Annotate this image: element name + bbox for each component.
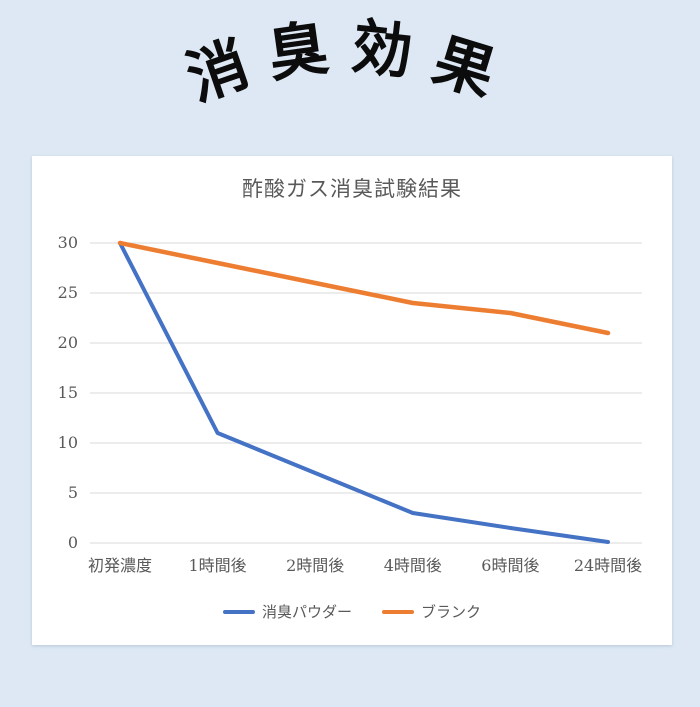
legend-line-swatch: [382, 609, 414, 614]
y-axis-tick-label: 5: [68, 483, 78, 502]
line-chart-plot-area: 0 5 10 15 20 25 30 初発濃度 1時間後 2時間後 4時間後 6時間後 24時間後: [58, 233, 643, 575]
y-axis-tick-label: 0: [68, 533, 78, 552]
y-axis-tick-label: 15: [58, 383, 78, 402]
series-line-powder: [118, 241, 610, 544]
legend-item-powder: 消臭パウダー: [222, 601, 352, 622]
legend-item-blank: ブランク: [382, 601, 481, 622]
x-axis-tick-label: 1時間後: [189, 556, 247, 575]
y-axis-tick-label: 25: [58, 283, 78, 302]
page-title-char: 消: [178, 29, 258, 115]
chart-card: 0 5 10 15 20 25 30 初発濃度 1時間後 2時間後 4時間後 6時間後 24時間後 酢酸…: [32, 156, 672, 645]
legend-line-swatch: [222, 609, 255, 614]
page-title-char: 効: [348, 12, 416, 88]
chart-legend: 消臭パウダー ブランク: [32, 601, 672, 622]
x-axis-tick-label: 2時間後: [286, 556, 344, 575]
chart-title: 酢酸ガス消臭試験結果: [242, 177, 462, 201]
x-axis-tick-label: 4時間後: [384, 556, 442, 575]
x-axis-tick-label: 6時間後: [481, 556, 539, 575]
legend-label: 消臭パウダー: [261, 603, 352, 621]
y-axis-tick-label: 20: [58, 333, 78, 352]
y-axis-tick-label: 10: [58, 433, 78, 452]
page-title: 消 臭 効 果: [0, 0, 700, 156]
series-line-blank: [117, 240, 611, 336]
x-axis-tick-label: 初発濃度: [88, 556, 152, 575]
page-title-char: 臭: [263, 13, 333, 91]
page-title-char: 果: [425, 25, 503, 111]
y-axis-tick-label: 30: [58, 233, 78, 252]
x-axis-tick-label: 24時間後: [574, 556, 642, 575]
legend-label: ブランク: [421, 603, 482, 621]
